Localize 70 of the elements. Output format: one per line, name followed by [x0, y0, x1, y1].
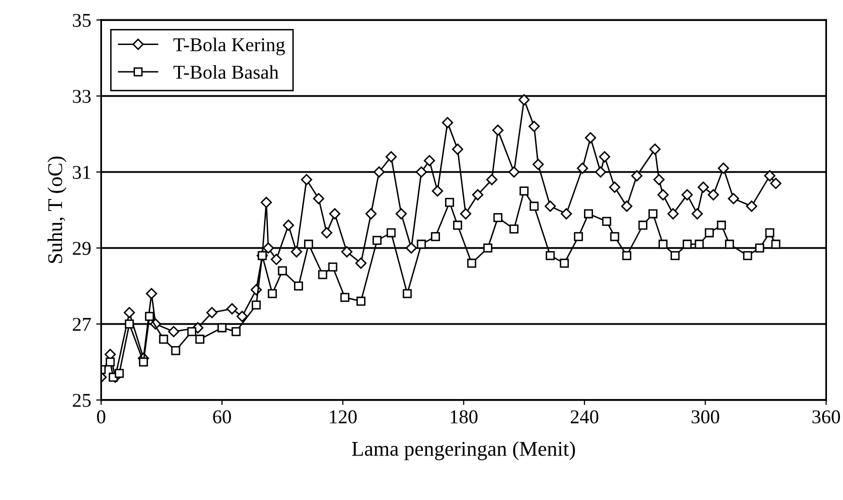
point — [106, 357, 115, 367]
point — [304, 240, 314, 249]
point — [217, 323, 227, 332]
y-tick-label: 35 — [72, 14, 91, 27]
point — [658, 240, 668, 249]
point — [114, 368, 124, 378]
y-tick-label: 29 — [72, 242, 91, 255]
point — [622, 251, 632, 260]
point — [372, 236, 382, 245]
point — [755, 243, 764, 253]
point — [743, 251, 752, 260]
point — [530, 202, 539, 211]
point — [268, 289, 277, 298]
point — [187, 327, 196, 336]
x-tick-label: 120 — [330, 410, 357, 424]
point — [584, 209, 594, 218]
point — [195, 334, 204, 344]
point — [328, 262, 338, 272]
point — [493, 213, 502, 222]
point — [546, 251, 555, 260]
point — [402, 289, 412, 298]
point — [765, 228, 774, 238]
point — [416, 240, 426, 249]
x-tick-label: 60 — [213, 410, 231, 424]
point — [278, 266, 287, 276]
x-axis-title: Lama pengeringan (Menit) — [352, 441, 575, 460]
point — [356, 296, 366, 306]
point — [520, 186, 529, 196]
y-tick-label: 27 — [72, 318, 91, 331]
point — [171, 346, 180, 356]
point — [340, 292, 350, 302]
point — [159, 334, 168, 344]
point — [509, 224, 519, 234]
point — [144, 312, 154, 321]
point — [638, 220, 648, 230]
point — [467, 258, 476, 268]
x-tick-label: 300 — [692, 410, 720, 424]
point — [445, 198, 454, 207]
point — [716, 220, 726, 230]
point — [318, 270, 328, 280]
y-tick-label: 31 — [72, 166, 90, 179]
point — [252, 300, 261, 310]
point — [430, 232, 440, 242]
point — [386, 228, 396, 238]
point — [771, 240, 780, 249]
point — [294, 281, 304, 291]
point — [138, 357, 148, 367]
legend-label: T-Bola Kering — [173, 38, 285, 56]
point — [483, 243, 492, 253]
y-axis-title: Suhu, T (oC) — [48, 156, 66, 263]
point — [574, 232, 583, 242]
point — [682, 240, 692, 249]
legend-label: T-Bola Basah — [173, 65, 279, 79]
y-tick-label: 25 — [72, 394, 91, 407]
point — [453, 220, 462, 230]
x-tick-label: 0 — [97, 410, 106, 424]
point — [124, 319, 134, 329]
point — [704, 228, 714, 238]
point — [232, 327, 241, 336]
point — [670, 251, 680, 260]
x-tick-label: 180 — [450, 410, 478, 424]
point — [724, 240, 734, 249]
x-tick-label: 240 — [570, 410, 598, 424]
point — [694, 240, 704, 249]
point — [602, 216, 612, 226]
y-tick-label: 33 — [72, 90, 91, 103]
point — [610, 232, 620, 242]
point — [648, 209, 658, 218]
point — [560, 258, 569, 268]
x-tick-label: 360 — [812, 410, 840, 424]
